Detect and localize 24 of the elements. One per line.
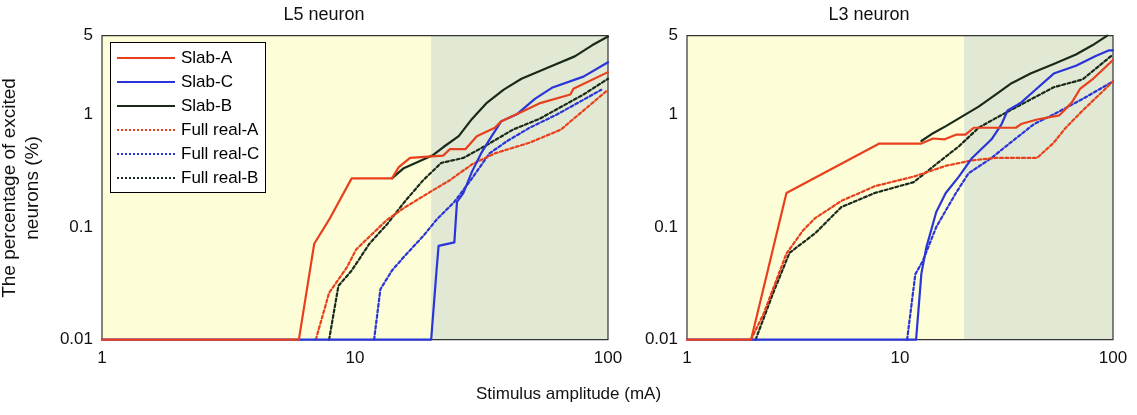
y-tick-label: 5 (668, 25, 678, 45)
x-axis-title: Stimulus amplitude (mA) (474, 384, 663, 404)
x-tick-label: 1 (97, 348, 107, 368)
x-tick-label: 1 (682, 348, 692, 368)
y-axis-title: The percentage of excited neurons (%) (0, 77, 43, 300)
y-tick-label: 0.01 (644, 329, 678, 349)
legend-label: Full real-B (181, 167, 259, 188)
y-tick-label: 0.1 (69, 216, 93, 236)
legend-label: Full real-C (181, 143, 260, 164)
y-tick-label: 0.01 (59, 329, 93, 349)
x-tick-label: 10 (345, 348, 365, 368)
y-tick-label: 1 (83, 104, 93, 124)
x-tick-label: 100 (593, 348, 623, 368)
chart-title: L5 neuron (283, 3, 365, 24)
x-tick-label: 100 (1098, 348, 1128, 368)
legend-label: Slab-C (181, 71, 233, 92)
x-tick-label: 10 (890, 348, 910, 368)
legend-label: Full real-A (181, 119, 259, 140)
legend-label: Slab-A (181, 47, 233, 68)
y-tick-label: 1 (668, 104, 678, 124)
legend-label: Slab-B (181, 95, 233, 116)
y-tick-label: 0.1 (654, 216, 678, 236)
chart-title: L3 neuron (828, 3, 910, 24)
y-tick-label: 5 (83, 25, 93, 45)
